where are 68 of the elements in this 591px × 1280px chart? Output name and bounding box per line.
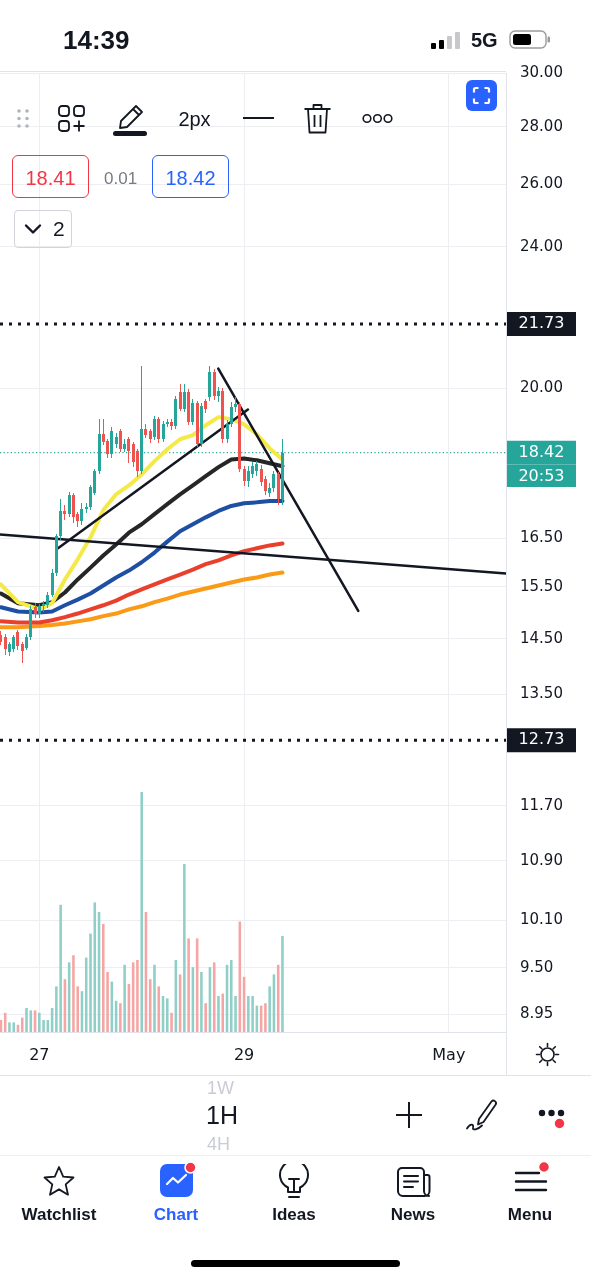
- text: 1H: [206, 1101, 238, 1129]
- bar: [38, 1012, 41, 1032]
- bar: [102, 924, 105, 1032]
- bar: [8, 1022, 11, 1032]
- bar: [119, 1003, 122, 1032]
- bar: [0, 1020, 3, 1032]
- bar: [153, 964, 156, 1032]
- text: News: [390, 1205, 436, 1224]
- bar: [268, 986, 271, 1032]
- bar: [170, 1012, 173, 1032]
- price-box: 18.42: [152, 155, 229, 198]
- annotation: 18.42: [165, 167, 216, 189]
- annotation: 2: [53, 217, 65, 240]
- x-tick-label: 29: [233, 1044, 255, 1064]
- ref-line-label: 21.73: [518, 313, 565, 333]
- bar: [157, 986, 161, 1032]
- bar: [25, 1008, 28, 1032]
- bar: [166, 998, 169, 1032]
- bar: [204, 1003, 207, 1032]
- y-tick-label: 11.70: [520, 795, 563, 814]
- x-tick-label: 27: [29, 1044, 50, 1064]
- dropdown-button: 2: [14, 210, 72, 248]
- annotation: 18.41: [25, 167, 76, 189]
- ref-line-label: 18.42: [518, 441, 565, 461]
- annotation: 0.01: [104, 169, 138, 188]
- bar: [140, 792, 143, 1032]
- bar: [123, 964, 126, 1032]
- bar: [93, 902, 97, 1032]
- y-tick-label: 9.50: [520, 957, 554, 976]
- text: 5G: [471, 29, 498, 51]
- bar: [264, 1003, 267, 1032]
- bar: [281, 936, 284, 1032]
- bar: [59, 904, 62, 1032]
- ref-line-label: 12.73: [518, 729, 565, 749]
- y-tick-label: 28.00: [520, 116, 563, 135]
- bar: [148, 979, 152, 1032]
- bar: [72, 955, 75, 1032]
- y-tick-label: 30.00: [520, 62, 563, 81]
- y-tick-label: 26.00: [520, 174, 563, 193]
- text: Watchlist: [21, 1205, 97, 1224]
- text: 14:39: [63, 25, 130, 55]
- bar: [136, 960, 139, 1032]
- annotation: 2px: [178, 108, 211, 130]
- text: Chart: [153, 1205, 199, 1224]
- y-tick-label: 24.00: [520, 236, 563, 255]
- y-tick-label: 15.50: [520, 576, 563, 595]
- text: Menu: [507, 1205, 553, 1224]
- bar: [217, 996, 220, 1032]
- bar: [187, 938, 190, 1032]
- bar: [247, 996, 250, 1032]
- bar: [230, 960, 233, 1032]
- bar: [251, 996, 254, 1032]
- bar: [12, 1022, 15, 1032]
- text: Ideas: [272, 1205, 316, 1224]
- bar: [183, 864, 186, 1032]
- y-tick-label: 8.95: [520, 1004, 554, 1023]
- price-box: 18.41: [12, 155, 89, 198]
- y-tick-label: 13.50: [520, 684, 563, 703]
- x-tick-label: May: [432, 1044, 466, 1064]
- y-tick-label: 16.50: [520, 528, 563, 547]
- text: 20:53: [507, 465, 576, 487]
- y-tick-label: 10.90: [520, 850, 563, 869]
- bar: [20, 1017, 24, 1032]
- y-tick-label: 14.50: [520, 628, 563, 647]
- y-tick-label: 10.10: [520, 910, 563, 929]
- bar: [200, 972, 203, 1032]
- bar: [221, 993, 225, 1032]
- y-tick-label: 20.00: [520, 378, 563, 397]
